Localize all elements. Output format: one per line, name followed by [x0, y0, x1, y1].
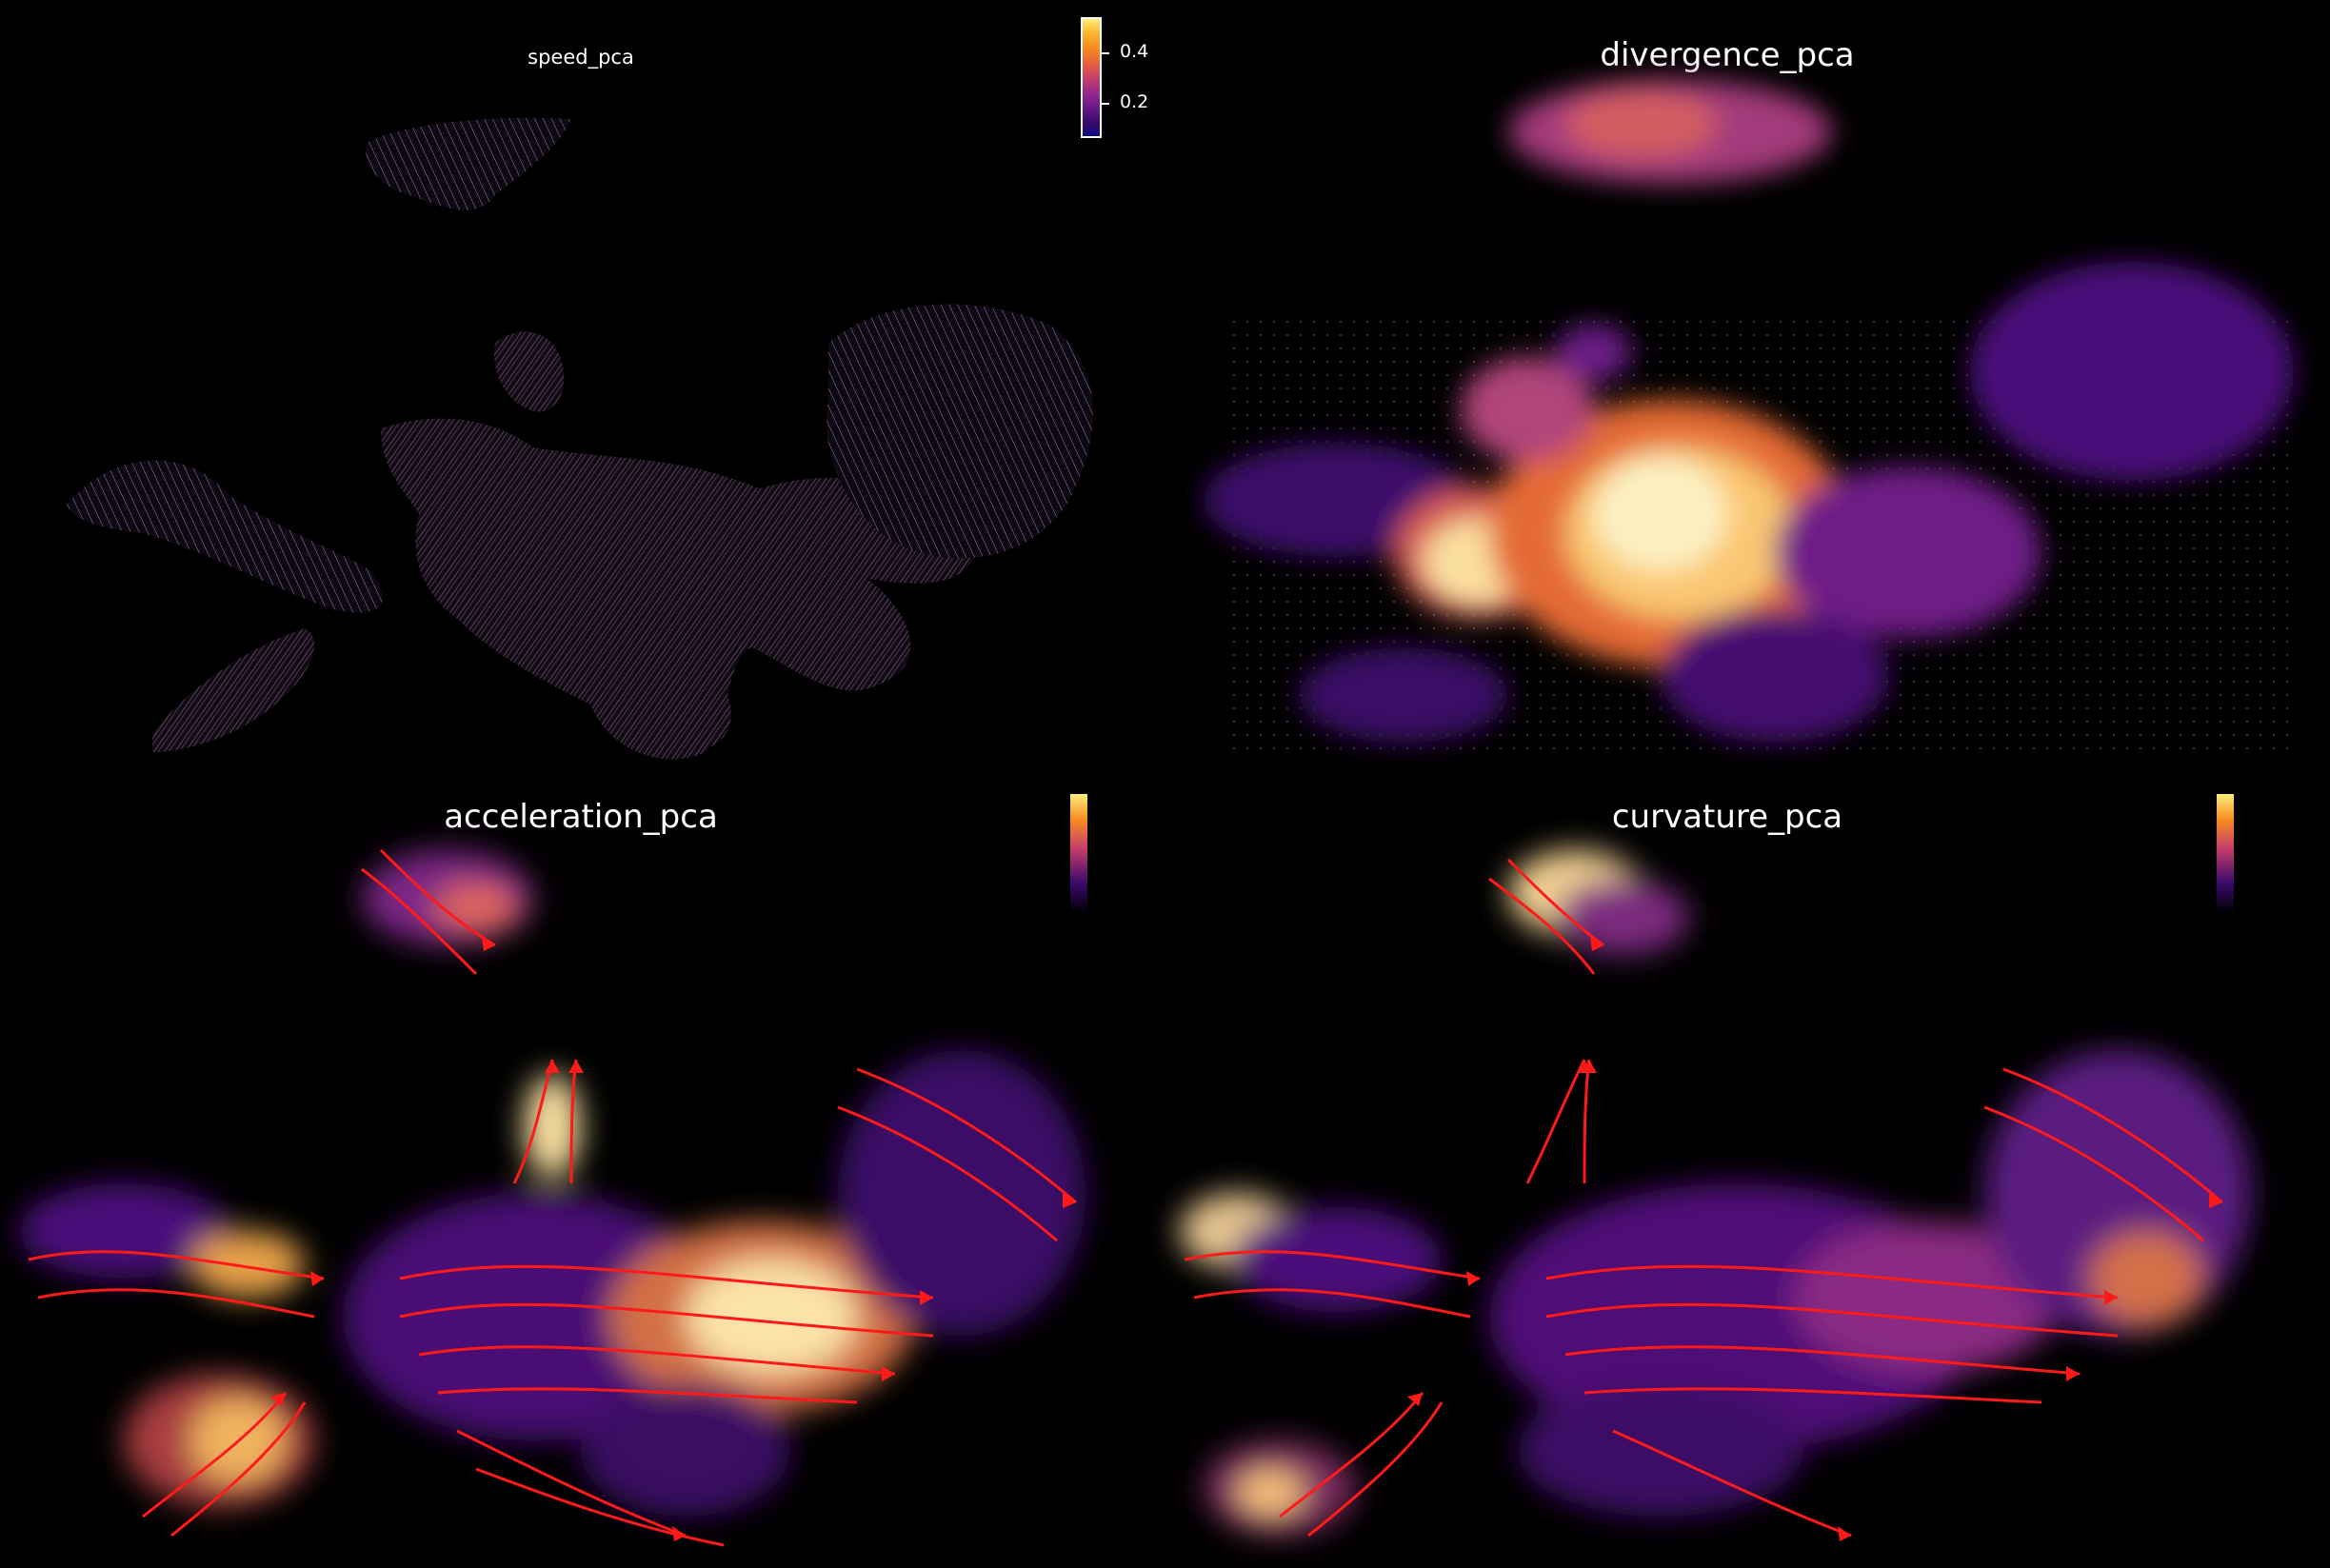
divergence-density-plot: [1204, 79, 2294, 752]
colorbar-tick-mark: [1102, 52, 1109, 54]
colorbar-tick-label: 0.2: [1120, 91, 1149, 112]
panel-title: speed_pca: [528, 46, 634, 69]
panel-curvature-pca: curvature_pca: [1165, 784, 2330, 1568]
panel-acceleration-pca: acceleration_pca: [0, 784, 1165, 1568]
colorbar-tick-label: 0.4: [1120, 41, 1149, 62]
acceleration-arrowheads: [270, 936, 1076, 1541]
acceleration-colorbar: [1070, 794, 1087, 913]
speed-scatter-plot: [67, 117, 1093, 760]
panel-title: curvature_pca: [1611, 798, 1843, 836]
divergence-density: [1204, 79, 2294, 743]
speed-colorbar: [1081, 17, 1102, 138]
curvature-arrowheads: [1407, 936, 2222, 1541]
colorbar-tick-mark: [1102, 103, 1109, 105]
acceleration-density: [19, 850, 1085, 1517]
curvature-streamlines: [1184, 858, 2223, 1538]
curvature-stream-plot: [1180, 850, 2251, 1541]
curvature-density: [1180, 850, 2251, 1536]
acceleration-stream-plot: [19, 848, 1085, 1547]
speed-cell-cloud: [67, 117, 1093, 760]
panel-divergence-pca: divergence_pca: [1165, 0, 2330, 784]
curvature-colorbar: [2217, 794, 2234, 913]
panel-speed-pca: speed_pca 0.4 0.2: [0, 0, 1165, 784]
panel-title: divergence_pca: [1600, 36, 1855, 74]
panel-title: acceleration_pca: [444, 798, 718, 836]
